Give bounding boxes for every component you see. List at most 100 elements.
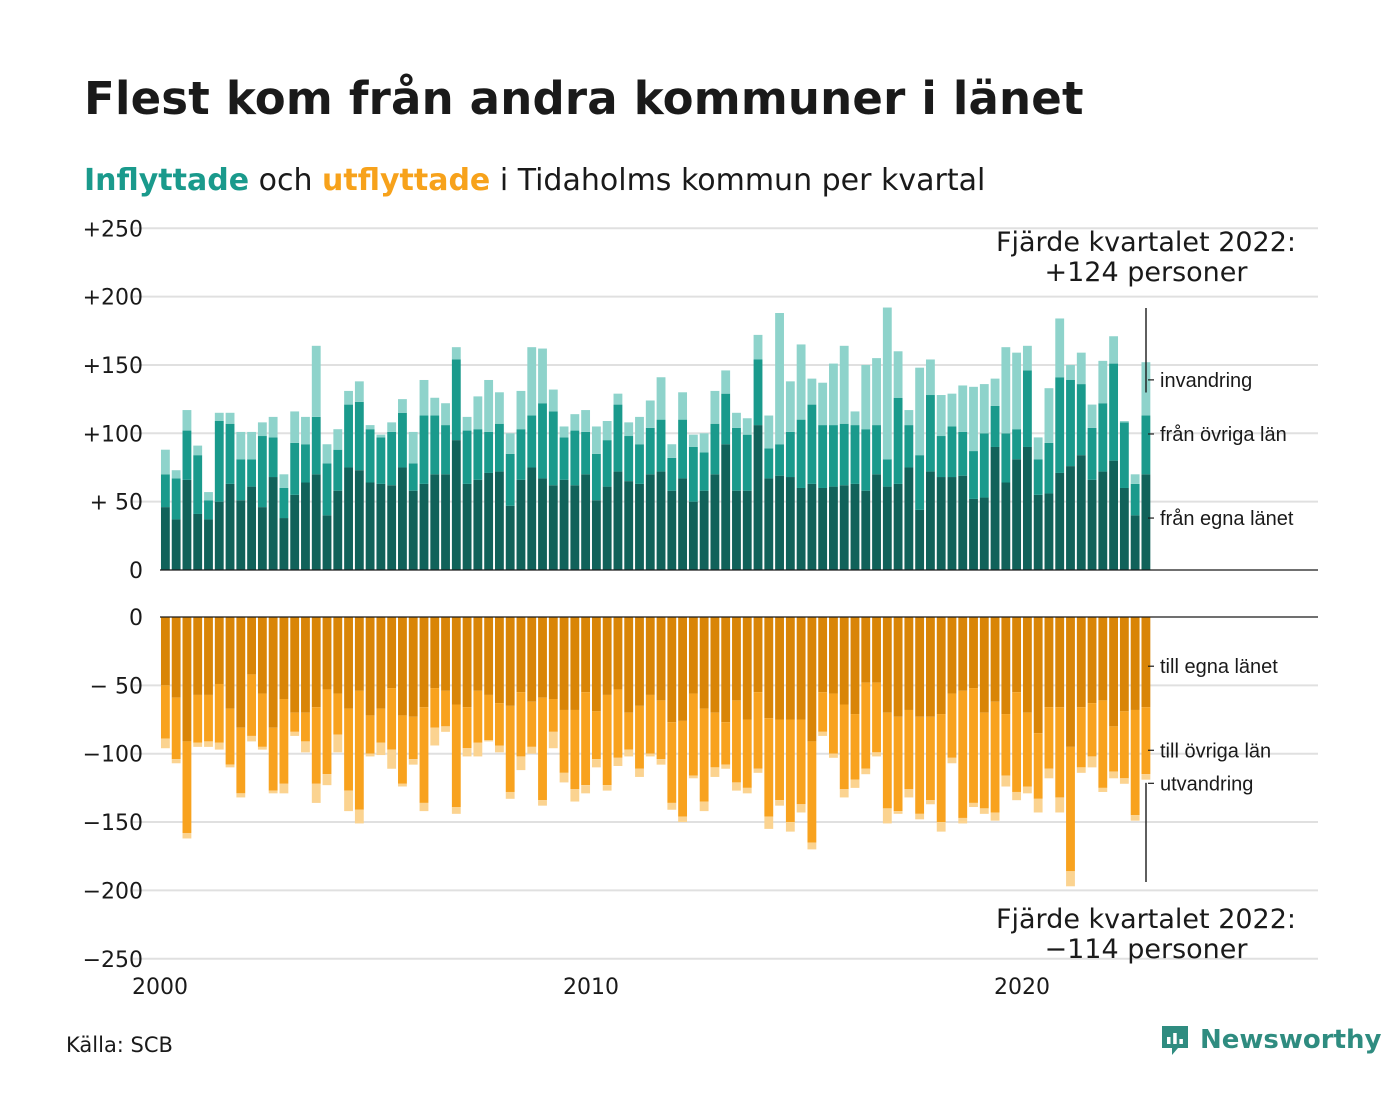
bar-in-segment bbox=[990, 405, 1000, 447]
bar-in-segment bbox=[548, 485, 558, 570]
subtitle-rest: i Tidaholms kommun per kvartal bbox=[499, 163, 986, 198]
bar-out-segment bbox=[1076, 767, 1086, 773]
bar-in-segment bbox=[839, 345, 849, 424]
bar-out-segment bbox=[247, 674, 257, 736]
bar-out-segment bbox=[1119, 617, 1129, 712]
bar-in-segment bbox=[915, 455, 925, 510]
bar-out-segment bbox=[807, 842, 817, 850]
bar-in-segment bbox=[721, 393, 731, 445]
bar-out-segment bbox=[538, 697, 547, 801]
bar-out-segment bbox=[1141, 774, 1151, 780]
bar-in-segment bbox=[1119, 487, 1129, 570]
bar-out-segment bbox=[1076, 617, 1086, 708]
bar-in-segment bbox=[667, 490, 677, 570]
bar-in-segment bbox=[473, 479, 483, 570]
bar-out-segment bbox=[182, 617, 192, 742]
bar-out-segment bbox=[969, 688, 978, 803]
bar-in-segment bbox=[182, 479, 192, 570]
bar-in-segment bbox=[290, 442, 300, 495]
bar-in-segment bbox=[796, 419, 806, 488]
bar-out-segment bbox=[710, 617, 720, 713]
bar-out-segment bbox=[301, 741, 310, 753]
bar-out-segment bbox=[581, 617, 591, 693]
bar-in-segment bbox=[699, 452, 709, 491]
bar-in-segment bbox=[236, 431, 246, 460]
bar-in-segment bbox=[559, 437, 569, 480]
bar-in-segment bbox=[279, 474, 289, 488]
bar-in-segment bbox=[1130, 483, 1140, 516]
bar-out-segment bbox=[785, 822, 795, 832]
annotations: Fjärde kvartalet 2022:+124 personerFjärd… bbox=[996, 227, 1296, 965]
bar-out-segment bbox=[764, 617, 774, 719]
bar-out-segment bbox=[451, 617, 461, 705]
bar-in-segment bbox=[516, 479, 526, 570]
bar-out-segment bbox=[354, 690, 364, 810]
bar-out-segment bbox=[225, 617, 235, 709]
bar-in-segment bbox=[656, 419, 666, 472]
bar-out-segment bbox=[969, 802, 978, 808]
bar-in-segment bbox=[1141, 415, 1151, 475]
bar-in-segment bbox=[904, 467, 914, 571]
bar-in-segment bbox=[807, 404, 817, 484]
bar-in-segment bbox=[570, 430, 580, 486]
bar-out-segment bbox=[548, 699, 558, 732]
bar-in-segment bbox=[473, 396, 483, 430]
bar-in-segment bbox=[785, 477, 795, 570]
bar-in-segment bbox=[204, 519, 213, 570]
bar-out-segment bbox=[451, 807, 461, 814]
bar-in-segment bbox=[591, 500, 601, 570]
bar-in-segment bbox=[936, 436, 946, 478]
bar-in-segment bbox=[1066, 364, 1075, 380]
bar-in-segment bbox=[1012, 352, 1022, 430]
bar-out-segment bbox=[473, 742, 483, 757]
bar-out-segment bbox=[656, 617, 666, 701]
bar-out-segment bbox=[1109, 617, 1119, 727]
bar-in-segment bbox=[1055, 377, 1065, 473]
bar-in-segment bbox=[764, 478, 774, 570]
bar-out-segment bbox=[1001, 617, 1011, 715]
bar-in-segment bbox=[559, 479, 569, 570]
bar-out-segment bbox=[376, 708, 386, 743]
bar-in-segment bbox=[958, 385, 968, 432]
bar-out-segment bbox=[419, 802, 429, 812]
bar-out-segment bbox=[979, 808, 989, 814]
bar-in-segment bbox=[872, 474, 881, 570]
bar-in-segment bbox=[861, 490, 871, 570]
bar-in-segment bbox=[936, 395, 946, 437]
bar-in-segment bbox=[160, 507, 170, 570]
bar-in-segment bbox=[732, 412, 741, 428]
y-tick-label-bottom: − 50 bbox=[90, 674, 143, 699]
bar-in-segment bbox=[591, 426, 601, 454]
bar-out-segment bbox=[193, 617, 203, 695]
y-tick-label-bottom: −150 bbox=[83, 811, 143, 836]
bar-in-segment bbox=[1098, 403, 1108, 472]
bar-in-segment bbox=[376, 434, 386, 438]
bar-out-segment bbox=[193, 742, 203, 747]
x-tick-label: 2000 bbox=[132, 975, 188, 1000]
bar-in-segment bbox=[624, 481, 634, 570]
chart-svg: 0 + 50 +100 +150 +200 +250 0 − 50 −100 −150 −200 −… bbox=[83, 217, 1318, 1000]
bar-out-segment bbox=[882, 808, 892, 824]
bar-out-segment bbox=[721, 617, 731, 723]
bar-in-segment bbox=[818, 487, 828, 570]
bar-in-segment bbox=[721, 444, 731, 570]
bar-out-segment bbox=[387, 617, 397, 689]
bar-out-segment bbox=[236, 617, 246, 728]
bar-out-segment bbox=[807, 617, 817, 742]
bar-out-segment bbox=[419, 707, 429, 803]
y-tick-label-top: +200 bbox=[83, 286, 143, 311]
bar-in-segment bbox=[925, 395, 935, 472]
bar-out-segment bbox=[193, 694, 203, 743]
bar-in-segment bbox=[408, 431, 418, 464]
bar-out-segment bbox=[936, 822, 946, 832]
bar-out-segment bbox=[667, 722, 677, 803]
bar-in-segment bbox=[257, 436, 267, 508]
bar-in-segment bbox=[635, 416, 644, 445]
bar-out-segment bbox=[1044, 707, 1054, 769]
bar-out-segment bbox=[268, 790, 278, 794]
bar-out-segment bbox=[861, 682, 871, 769]
bar-in-segment bbox=[527, 347, 537, 416]
bar-out-segment bbox=[969, 617, 978, 689]
bar-in-segment bbox=[969, 451, 978, 499]
bar-out-segment bbox=[1066, 617, 1075, 747]
